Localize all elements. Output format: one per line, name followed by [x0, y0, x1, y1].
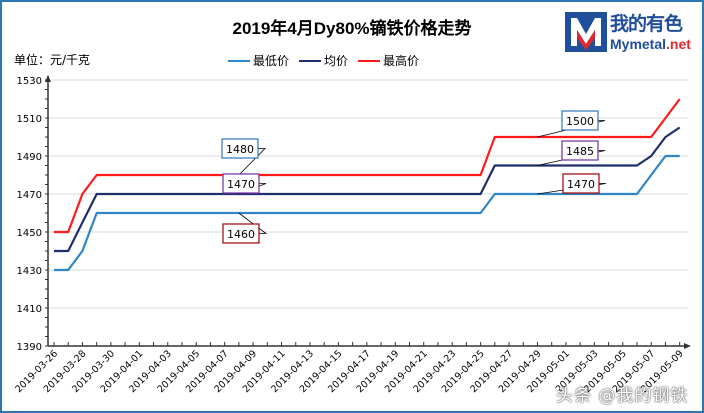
mymetal-logo: 我的有色 Mymetal.net — [563, 8, 693, 56]
y-tick-label: 1530 — [17, 76, 42, 87]
legend: 最低价 均价 最高价 — [228, 52, 419, 69]
annotation-box — [222, 223, 260, 244]
annotation-box — [221, 138, 259, 159]
legend-item-avg: 均价 — [299, 52, 348, 69]
annotation-box — [222, 173, 260, 194]
y-tick-label: 1430 — [17, 266, 42, 277]
y-tick-label: 1490 — [17, 152, 42, 163]
series-line-min — [54, 154, 680, 272]
legend-swatch-max — [358, 59, 381, 62]
annotation-leader-line — [238, 148, 266, 176]
series-line-avg — [54, 126, 681, 253]
annotation-value: 1500 — [566, 115, 594, 128]
legend-label-min: 最低价 — [253, 54, 290, 68]
annotation-box — [561, 140, 599, 161]
annotation-value: 1460 — [227, 228, 255, 241]
legend-item-min: 最低价 — [228, 52, 289, 69]
legend-label-max: 最高价 — [383, 54, 420, 68]
axes — [45, 75, 691, 349]
legend-label-avg: 均价 — [324, 54, 349, 68]
series-lines — [54, 98, 681, 272]
legend-swatch-min — [228, 59, 250, 62]
annotation-value: 1485 — [566, 145, 594, 158]
logo-cn-text: 我的有色 — [610, 13, 683, 35]
y-tick-label: 1470 — [17, 190, 42, 201]
y-tick-label: 1450 — [17, 228, 42, 239]
y-tick-label: 1410 — [17, 304, 42, 315]
y-tick-label: 1510 — [17, 114, 42, 125]
annotation-leader-line — [238, 212, 268, 234]
unit-label: 单位：元/千克 — [14, 53, 91, 67]
watermark: 头条 @我的钢铁 — [556, 386, 689, 406]
annotation-value: 1470 — [567, 178, 595, 191]
y-axis-arrow-icon — [45, 75, 51, 82]
legend-swatch-avg — [299, 59, 322, 62]
annotation-box — [562, 173, 600, 194]
legend-item-max: 最高价 — [358, 52, 419, 69]
logo-en-text: Mymetal — [610, 36, 667, 52]
y-axis-ticks: 1390 1410 1430 1450 1470 1490 1510 1530 — [17, 76, 48, 353]
annotation-leader-line — [537, 183, 607, 195]
annotation-value: 1480 — [226, 143, 254, 156]
annotation-value: 1470 — [227, 178, 255, 191]
annotation-leader-line — [537, 150, 606, 166]
series-line-max — [54, 98, 681, 234]
annotation-box — [561, 110, 599, 131]
x-axis-arrow-icon — [684, 343, 691, 349]
chart-title: 2019年4月Dy80%镝铁价格走势 — [232, 19, 472, 38]
annotations: 1480 1470 1460 1500 1485 1470 — [221, 110, 607, 244]
annotation-leader-line — [537, 120, 606, 138]
y-tick-label: 1390 — [17, 342, 42, 353]
logo-en-suffix: .net — [666, 36, 691, 52]
logo-m-icon — [565, 12, 607, 52]
